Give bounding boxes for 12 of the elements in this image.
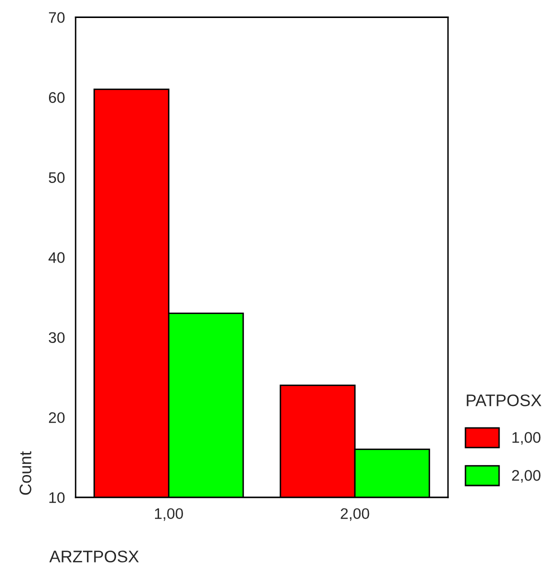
y-axis-title: Count (20, 451, 32, 495)
y-tick-label: 10 (49, 492, 65, 504)
y-tick-label: 60 (48, 92, 65, 103)
y-tick-label: 40 (48, 252, 65, 263)
legend-label: 2,00 (512, 470, 540, 483)
y-tick-label: 30 (48, 332, 65, 344)
y-tick-label: 50 (48, 172, 65, 183)
legend-label: 1,00 (512, 432, 540, 445)
x-axis-title: ARZTPOSX (49, 550, 139, 562)
y-tick-label: 70 (48, 12, 65, 23)
y-tick-label: 20 (48, 412, 65, 424)
legend-title: PATPOSX (466, 394, 542, 406)
